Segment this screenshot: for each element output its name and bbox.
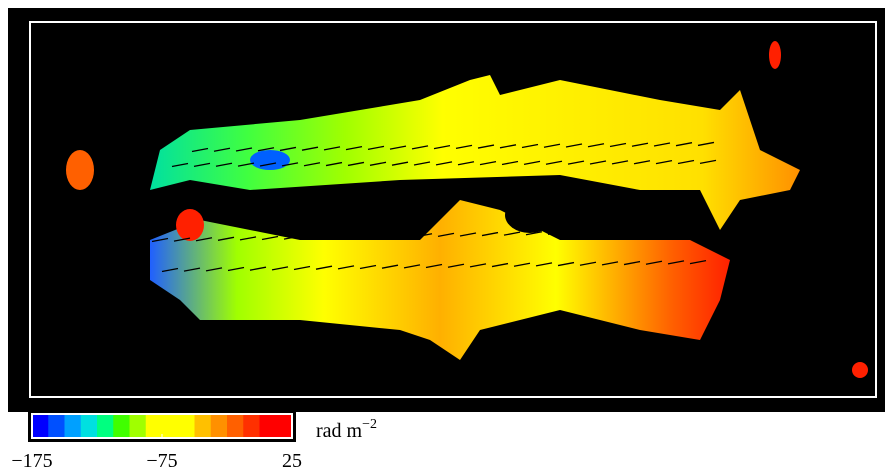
colorbar-cell [211,414,228,438]
blob [176,209,204,241]
colorbar-tick-label: −75 [146,450,177,471]
unit-power: −2 [362,417,377,432]
colorbar-cell [162,414,179,438]
map-frame [8,8,885,412]
colorbar-cell [276,414,293,438]
blob [66,150,94,190]
colorbar-unit: rad m−2 [316,417,377,442]
colorbar-cell [65,414,82,438]
colorbar-cell [178,414,195,438]
colorbar-cell [48,414,65,438]
colorbar-tick-label: −175 [11,450,52,471]
colorbar: −175 −75 25 [11,410,302,471]
colorbar-cell [243,414,260,438]
colorbar-cell [146,414,163,438]
colorbar-cell [32,414,49,438]
blob [852,362,868,378]
blob [769,41,781,69]
blob [250,150,290,170]
figure: −175 −75 25 rad m−2 [0,0,885,471]
colorbar-cell [260,414,277,438]
colorbar-cell [195,414,212,438]
colorbar-cell [113,414,130,438]
colorbar-cell [97,414,114,438]
map [8,8,885,412]
colorbar-cell [130,414,147,438]
hole [505,197,555,233]
unit: rad m [316,420,363,442]
colorbar-tick-label: 25 [282,450,302,471]
colorbar-cell [81,414,98,438]
colorbar-cell [227,414,244,438]
